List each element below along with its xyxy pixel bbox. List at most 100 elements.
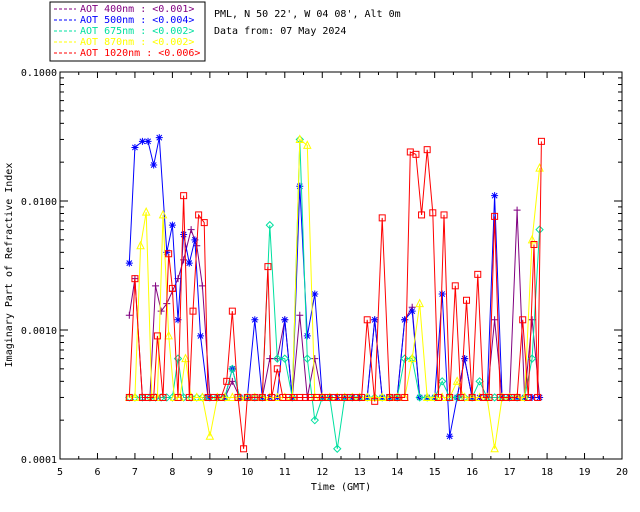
x-tick-label: 14 — [391, 467, 403, 478]
data-point — [240, 445, 248, 453]
data-point — [303, 332, 311, 340]
data-point — [155, 134, 163, 142]
data-point — [191, 236, 199, 244]
data-point — [125, 393, 133, 401]
data-point — [189, 307, 197, 315]
site-info: PML, N 50 22', W 04 08', Alt 0m — [214, 9, 401, 20]
data-point — [266, 355, 274, 363]
data-point — [180, 230, 188, 238]
data-point — [407, 353, 417, 363]
x-tick-label: 8 — [169, 467, 175, 478]
data-point — [401, 393, 409, 401]
series-layer — [125, 134, 545, 453]
data-point — [153, 332, 161, 340]
data-point — [422, 392, 432, 401]
data-point — [243, 393, 251, 401]
data-point — [185, 259, 193, 267]
y-axis-label: Imaginary Part of Refractive Index — [4, 163, 15, 368]
data-point — [165, 250, 173, 258]
data-point — [273, 354, 282, 363]
data-point — [181, 353, 190, 363]
data-point — [158, 209, 168, 219]
data-point — [371, 397, 379, 405]
x-tick-label: 12 — [316, 467, 328, 478]
data-point — [452, 376, 462, 385]
x-tick-label: 13 — [354, 467, 366, 478]
data-point — [198, 392, 207, 401]
data-point — [524, 393, 532, 401]
x-tick-label: 10 — [241, 467, 253, 478]
data-point — [520, 392, 529, 401]
data-point — [163, 248, 171, 256]
data-point — [138, 137, 146, 145]
x-tick-label: 15 — [429, 467, 441, 478]
data-point — [131, 143, 139, 151]
data-point — [386, 393, 394, 401]
data-point — [463, 296, 471, 304]
data-point — [536, 393, 544, 401]
data-point — [302, 140, 312, 149]
data-point — [210, 393, 218, 401]
data-point — [535, 225, 544, 234]
data-point — [371, 316, 379, 324]
data-point — [153, 392, 162, 401]
data-point — [446, 432, 454, 440]
data-point — [474, 270, 482, 278]
data-point — [185, 393, 193, 401]
data-point — [437, 392, 447, 401]
data-point — [434, 393, 442, 401]
y-tick-label: 0.1000 — [21, 68, 57, 79]
data-point — [192, 392, 202, 401]
data-point — [358, 393, 366, 401]
data-point — [440, 211, 448, 219]
data-point — [437, 377, 447, 386]
x-tick-label: 17 — [504, 467, 516, 478]
data-point — [415, 393, 424, 402]
data-point — [412, 150, 420, 158]
data-point — [296, 182, 304, 190]
data-point — [310, 415, 319, 425]
data-point — [258, 393, 266, 401]
data-point — [157, 307, 165, 315]
data-point — [534, 393, 542, 401]
data-point — [272, 392, 282, 401]
x-tick-label: 7 — [132, 467, 138, 478]
data-point — [530, 241, 538, 249]
legend-entry: AOT 400nm : <0.001> — [80, 4, 194, 15]
data-point — [519, 316, 527, 324]
data-point — [401, 316, 409, 324]
data-point — [141, 206, 151, 216]
data-point — [295, 134, 305, 143]
data-point — [228, 364, 237, 374]
y-tick-label: 0.0001 — [21, 455, 57, 466]
y-tick-label: 0.0100 — [21, 197, 57, 208]
data-point — [198, 282, 206, 290]
x-tick-label: 19 — [579, 467, 591, 478]
legend-entry: AOT 1020nm : <0.006> — [80, 48, 200, 59]
data-point — [251, 393, 259, 401]
data-point — [418, 211, 426, 219]
data-point — [268, 393, 276, 401]
data-point — [150, 393, 158, 401]
data-point — [527, 234, 537, 244]
x-tick-label: 9 — [207, 467, 213, 478]
legend-entry: AOT 870nm : <0.002> — [80, 37, 194, 48]
data-point — [159, 393, 167, 401]
data-point — [197, 332, 204, 340]
data-point — [280, 354, 290, 363]
data-point — [430, 392, 439, 401]
data-point — [205, 431, 215, 440]
data-point — [400, 354, 409, 363]
series-4 — [125, 137, 545, 453]
data-point — [220, 392, 230, 401]
data-point — [438, 290, 446, 298]
x-axis-label: Time (GMT) — [311, 482, 371, 493]
data-point — [187, 226, 195, 234]
data-point — [213, 392, 222, 401]
data-point — [446, 393, 454, 401]
data-point — [144, 137, 152, 145]
data-point — [162, 393, 171, 402]
data-point — [415, 298, 424, 308]
data-point — [180, 192, 188, 200]
